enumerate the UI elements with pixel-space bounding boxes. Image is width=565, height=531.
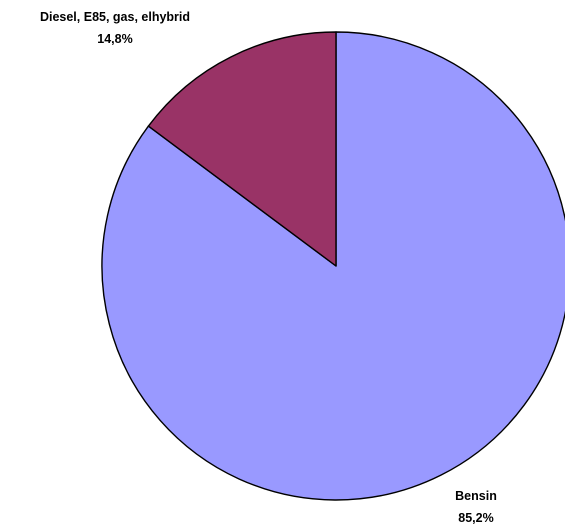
pie-slice-bensin: [101, 31, 565, 501]
slice-label-diesel-e85-gas-elhybrid: Diesel, E85, gas, elhybrid 14,8%: [40, 10, 190, 46]
slice-name-diesel-e85-gas-elhybrid: Diesel, E85, gas, elhybrid: [40, 10, 190, 24]
slice-label-bensin: Bensin 85,2%: [455, 489, 497, 525]
slice-value-diesel-e85-gas-elhybrid: 14,8%: [97, 32, 132, 46]
slice-value-bensin: 85,2%: [458, 511, 493, 525]
pie-slices: [101, 31, 565, 501]
pie-slice-diesel-e85-gas-elhybrid: [147, 31, 337, 267]
slice-name-bensin: Bensin: [455, 489, 497, 503]
